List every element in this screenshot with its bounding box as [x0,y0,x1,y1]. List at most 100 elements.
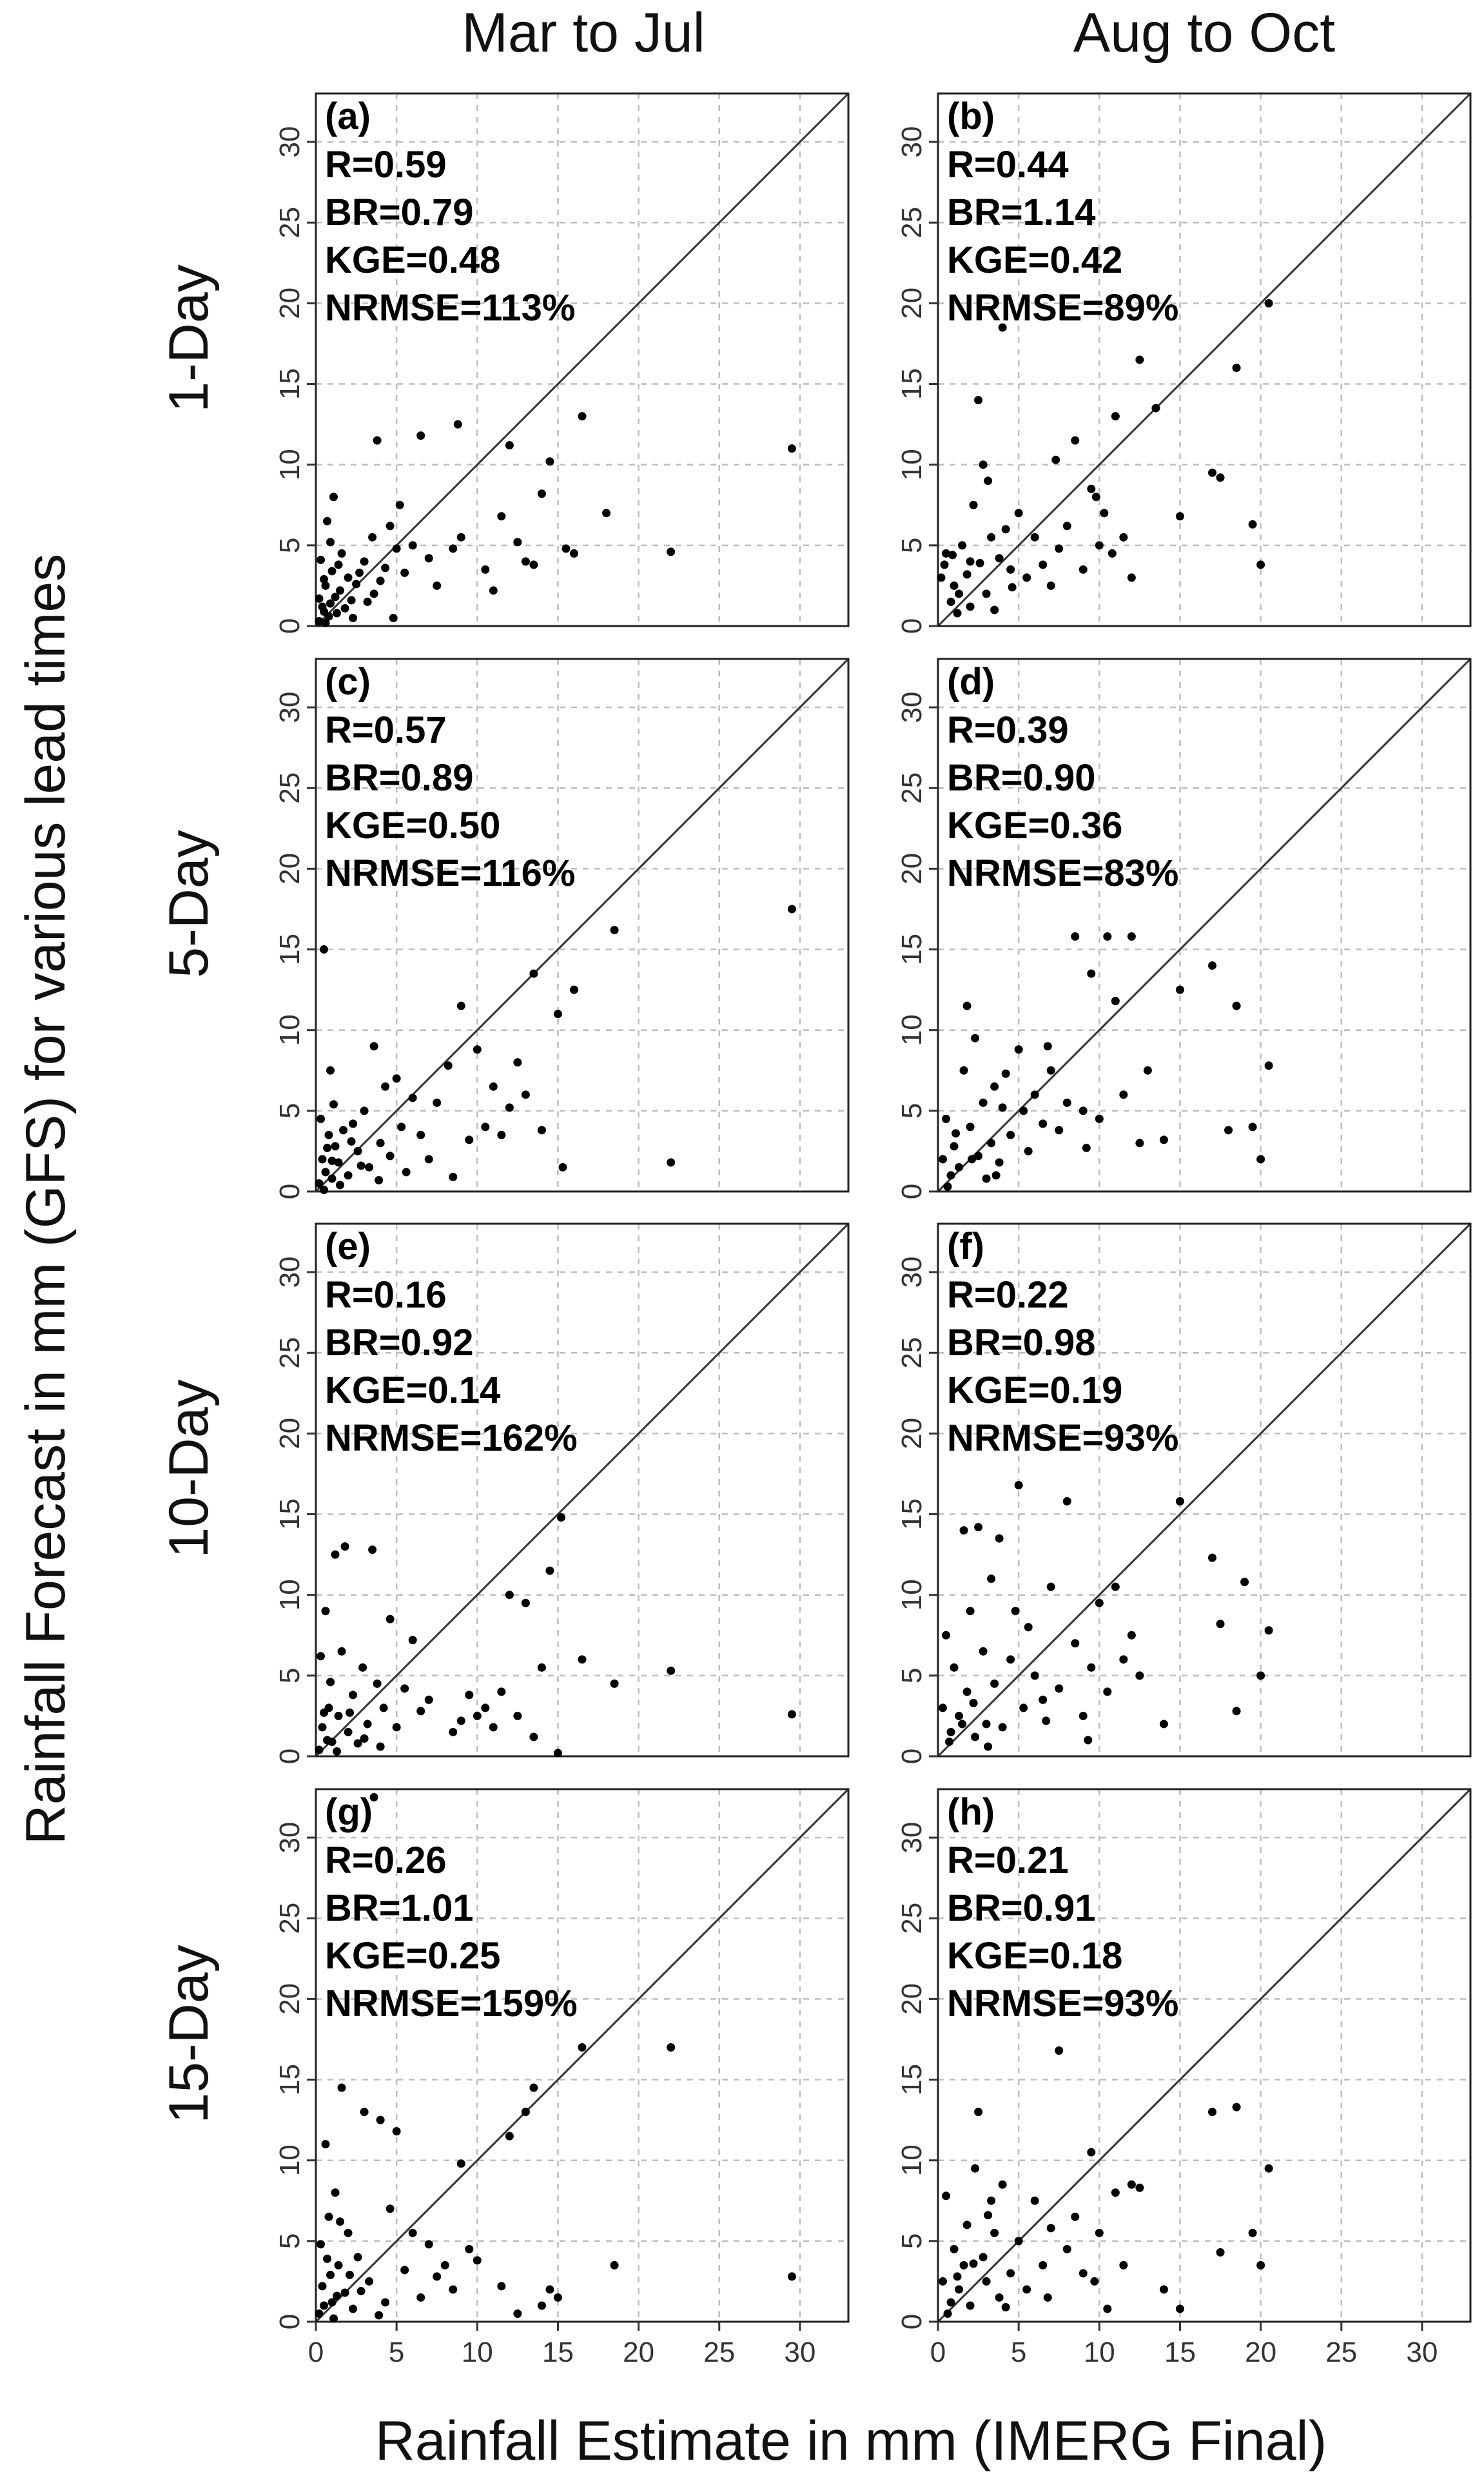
data-point [337,2083,346,2092]
panel-frame [937,92,1472,627]
data-point [1046,581,1055,590]
y-tick-label: 30 [896,692,928,723]
scatter-panel: 0 5 10 15 20 25 30 (a) R=0.59 BR=0.79 KGE=0.48 NRMS… [274,92,850,634]
data-point [1043,2293,1052,2302]
data-point [386,1614,395,1623]
data-point [326,1066,335,1075]
data-point [368,1545,377,1554]
data-point [336,2217,345,2226]
x-tick-label: 0 [308,2337,324,2368]
data-point [1011,1607,1020,1616]
data-point [1127,1631,1136,1640]
data-point [1175,985,1184,994]
data-point [317,1652,326,1661]
panel-frame [315,1788,850,2323]
data-point [955,589,964,598]
data-point [481,1122,490,1132]
y-tick-label: 30 [274,126,306,158]
data-point [1071,932,1080,941]
data-point [1024,1146,1033,1155]
data-point [1216,2248,1225,2257]
data-point [346,1708,355,1717]
data-point [481,1703,490,1712]
data-point [521,1090,530,1099]
panel-statistic: BR=0.90 [947,757,1096,799]
panel-statistic: R=0.22 [947,1274,1069,1316]
data-point [317,555,326,564]
panel-label: (h) [947,1791,995,1833]
data-point [990,1082,999,1091]
data-point [1043,1042,1052,1051]
data-point [979,1647,988,1656]
data-point [392,1723,401,1732]
x-tick-label: 5 [1011,2337,1026,2368]
data-point [1019,1703,1028,1712]
data-point [363,1720,372,1729]
panel-label: (g) [325,1791,373,1833]
data-point [1175,512,1184,521]
data-point [400,1684,409,1693]
panel-frame [937,658,1472,1193]
data-point [959,1066,968,1075]
data-point [347,1137,356,1146]
data-point [553,1010,562,1019]
panel-statistic: KGE=0.50 [325,805,500,847]
data-point [1001,1069,1010,1078]
data-point [344,1727,353,1736]
data-point [939,2277,948,2286]
data-point [569,549,578,558]
data-point [969,1698,978,1707]
data-point [962,1001,971,1010]
data-point [347,596,356,605]
y-tick-label: 0 [274,2314,306,2329]
data-point [982,1174,991,1183]
data-point [953,609,962,618]
data-point [943,2309,952,2318]
data-point [1006,565,1015,574]
panel-statistic: BR=0.92 [325,1322,474,1364]
data-point [1111,412,1120,421]
data-point [333,1747,342,1756]
data-point [318,1723,327,1732]
data-point [489,1723,498,1732]
data-point [360,2108,369,2117]
data-point [1087,1663,1096,1672]
y-axis-title: Rainfall Forecast in mm (GFS) for variou… [15,554,77,1845]
data-point [1135,1671,1144,1680]
data-point [315,616,324,625]
data-point [329,2314,338,2323]
y-tick-label: 20 [274,1418,306,1449]
data-point [1006,1655,1015,1664]
data-point [578,412,587,421]
data-point [578,1655,587,1664]
data-point [1014,509,1023,518]
data-point [416,431,425,440]
data-point [465,2244,474,2253]
panel-label: (d) [947,661,995,703]
data-point [321,618,330,627]
panel-grid: 0 5 10 15 20 25 30 (a) R=0.59 BR=0.79 KGE=0.48 NRMS… [274,92,1472,2368]
data-point [1111,1582,1120,1591]
data-point [937,573,946,582]
data-point [982,2277,991,2286]
data-point [326,538,335,547]
data-point [1095,1598,1104,1607]
data-point [1071,2212,1080,2221]
data-point [326,1678,335,1687]
data-point [505,2132,514,2141]
y-tick-label: 25 [274,1337,306,1369]
data-point [376,1742,385,1751]
data-point [318,1155,327,1164]
data-point [1062,1497,1071,1506]
data-point [353,2253,362,2262]
y-tick-label: 5 [896,2233,928,2249]
data-point [320,1708,329,1717]
data-point [959,1526,968,1535]
data-point [1256,1155,1265,1164]
data-point [449,1172,458,1181]
panel-statistic: KGE=0.19 [947,1369,1122,1411]
data-point [991,1171,1001,1180]
y-tick-label: 0 [896,1749,928,1764]
data-point [955,1711,964,1720]
one-to-one-line [937,658,1472,1193]
